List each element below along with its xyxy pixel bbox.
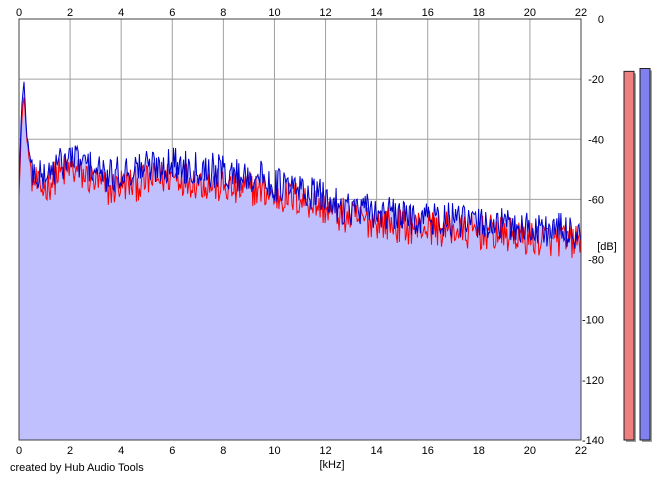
x-tick-label-bottom: 18 <box>473 445 485 457</box>
y-tick-label: 0 <box>598 14 604 26</box>
level-meter <box>639 68 651 441</box>
y-tick-label: -20 <box>588 74 604 86</box>
x-tick-label-bottom: 12 <box>319 445 331 457</box>
y-tick-label: -100 <box>582 315 604 327</box>
x-tick-label-bottom: 6 <box>169 445 175 457</box>
x-tick-label-top: 2 <box>67 7 73 19</box>
x-tick-label-top: 12 <box>319 7 331 19</box>
x-tick-label-bottom: 20 <box>524 445 536 457</box>
x-tick-label-bottom: 10 <box>268 445 280 457</box>
x-tick-label-top: 6 <box>169 7 175 19</box>
x-tick-label-top: 22 <box>575 7 587 19</box>
level-meter <box>623 70 635 441</box>
y-tick-label: -40 <box>588 134 604 146</box>
x-axis-label: [kHz] <box>319 459 344 471</box>
y-axis-label: [dB] <box>597 241 617 253</box>
x-tick-label-top: 4 <box>118 7 124 19</box>
x-tick-label-top: 20 <box>524 7 536 19</box>
x-tick-label-bottom: 8 <box>220 445 226 457</box>
x-tick-label-top: 8 <box>220 7 226 19</box>
plot-frame <box>18 18 582 441</box>
x-tick-label-top: 18 <box>473 7 485 19</box>
x-tick-label-bottom: 2 <box>67 445 73 457</box>
x-tick-label-bottom: 0 <box>16 445 22 457</box>
x-tick-label-top: 0 <box>16 7 22 19</box>
y-tick-label: -60 <box>588 194 604 206</box>
y-tick-label: -140 <box>582 435 604 447</box>
x-tick-label-top: 14 <box>371 7 383 19</box>
series-line-blue <box>18 81 582 249</box>
credit-text: created by Hub Audio Tools <box>10 462 144 474</box>
x-tick-label-top: 16 <box>422 7 434 19</box>
x-tick-label-bottom: 22 <box>575 445 587 457</box>
x-tick-label-top: 10 <box>268 7 280 19</box>
x-tick-label-bottom: 16 <box>422 445 434 457</box>
x-tick-label-bottom: 4 <box>118 445 124 457</box>
y-tick-label: -80 <box>588 255 604 267</box>
x-tick-label-bottom: 14 <box>371 445 383 457</box>
y-tick-label: -120 <box>582 375 604 387</box>
spectrum-fill-area <box>19 81 581 441</box>
